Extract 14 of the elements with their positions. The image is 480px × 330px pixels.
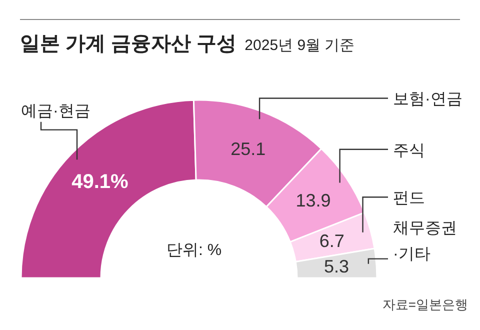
text: 자료=일본은행 bbox=[382, 296, 468, 314]
slice-label: 주식 bbox=[393, 142, 425, 160]
chart-subtitle: 2025년 9월 기준 bbox=[244, 37, 355, 54]
data-label: 13.9 bbox=[296, 190, 331, 211]
data-label: 25.1 bbox=[230, 139, 266, 160]
slice-label: 펀드 bbox=[393, 190, 425, 208]
slice-label: 채무증권·기타 bbox=[393, 220, 457, 263]
slice-label: 보험·연금 bbox=[393, 91, 462, 108]
data-label: 49.1% bbox=[72, 170, 129, 193]
slice-label: 예금·현금 bbox=[21, 102, 90, 120]
text: 단위: % bbox=[165, 241, 223, 261]
data-label: 5.3 bbox=[324, 256, 350, 277]
data-label: 6.7 bbox=[319, 230, 344, 251]
chart-title: 일본 가계 금융자산 구성 bbox=[20, 33, 237, 55]
